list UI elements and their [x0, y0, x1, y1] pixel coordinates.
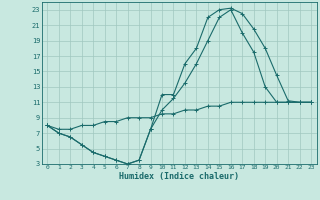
X-axis label: Humidex (Indice chaleur): Humidex (Indice chaleur) [119, 172, 239, 181]
